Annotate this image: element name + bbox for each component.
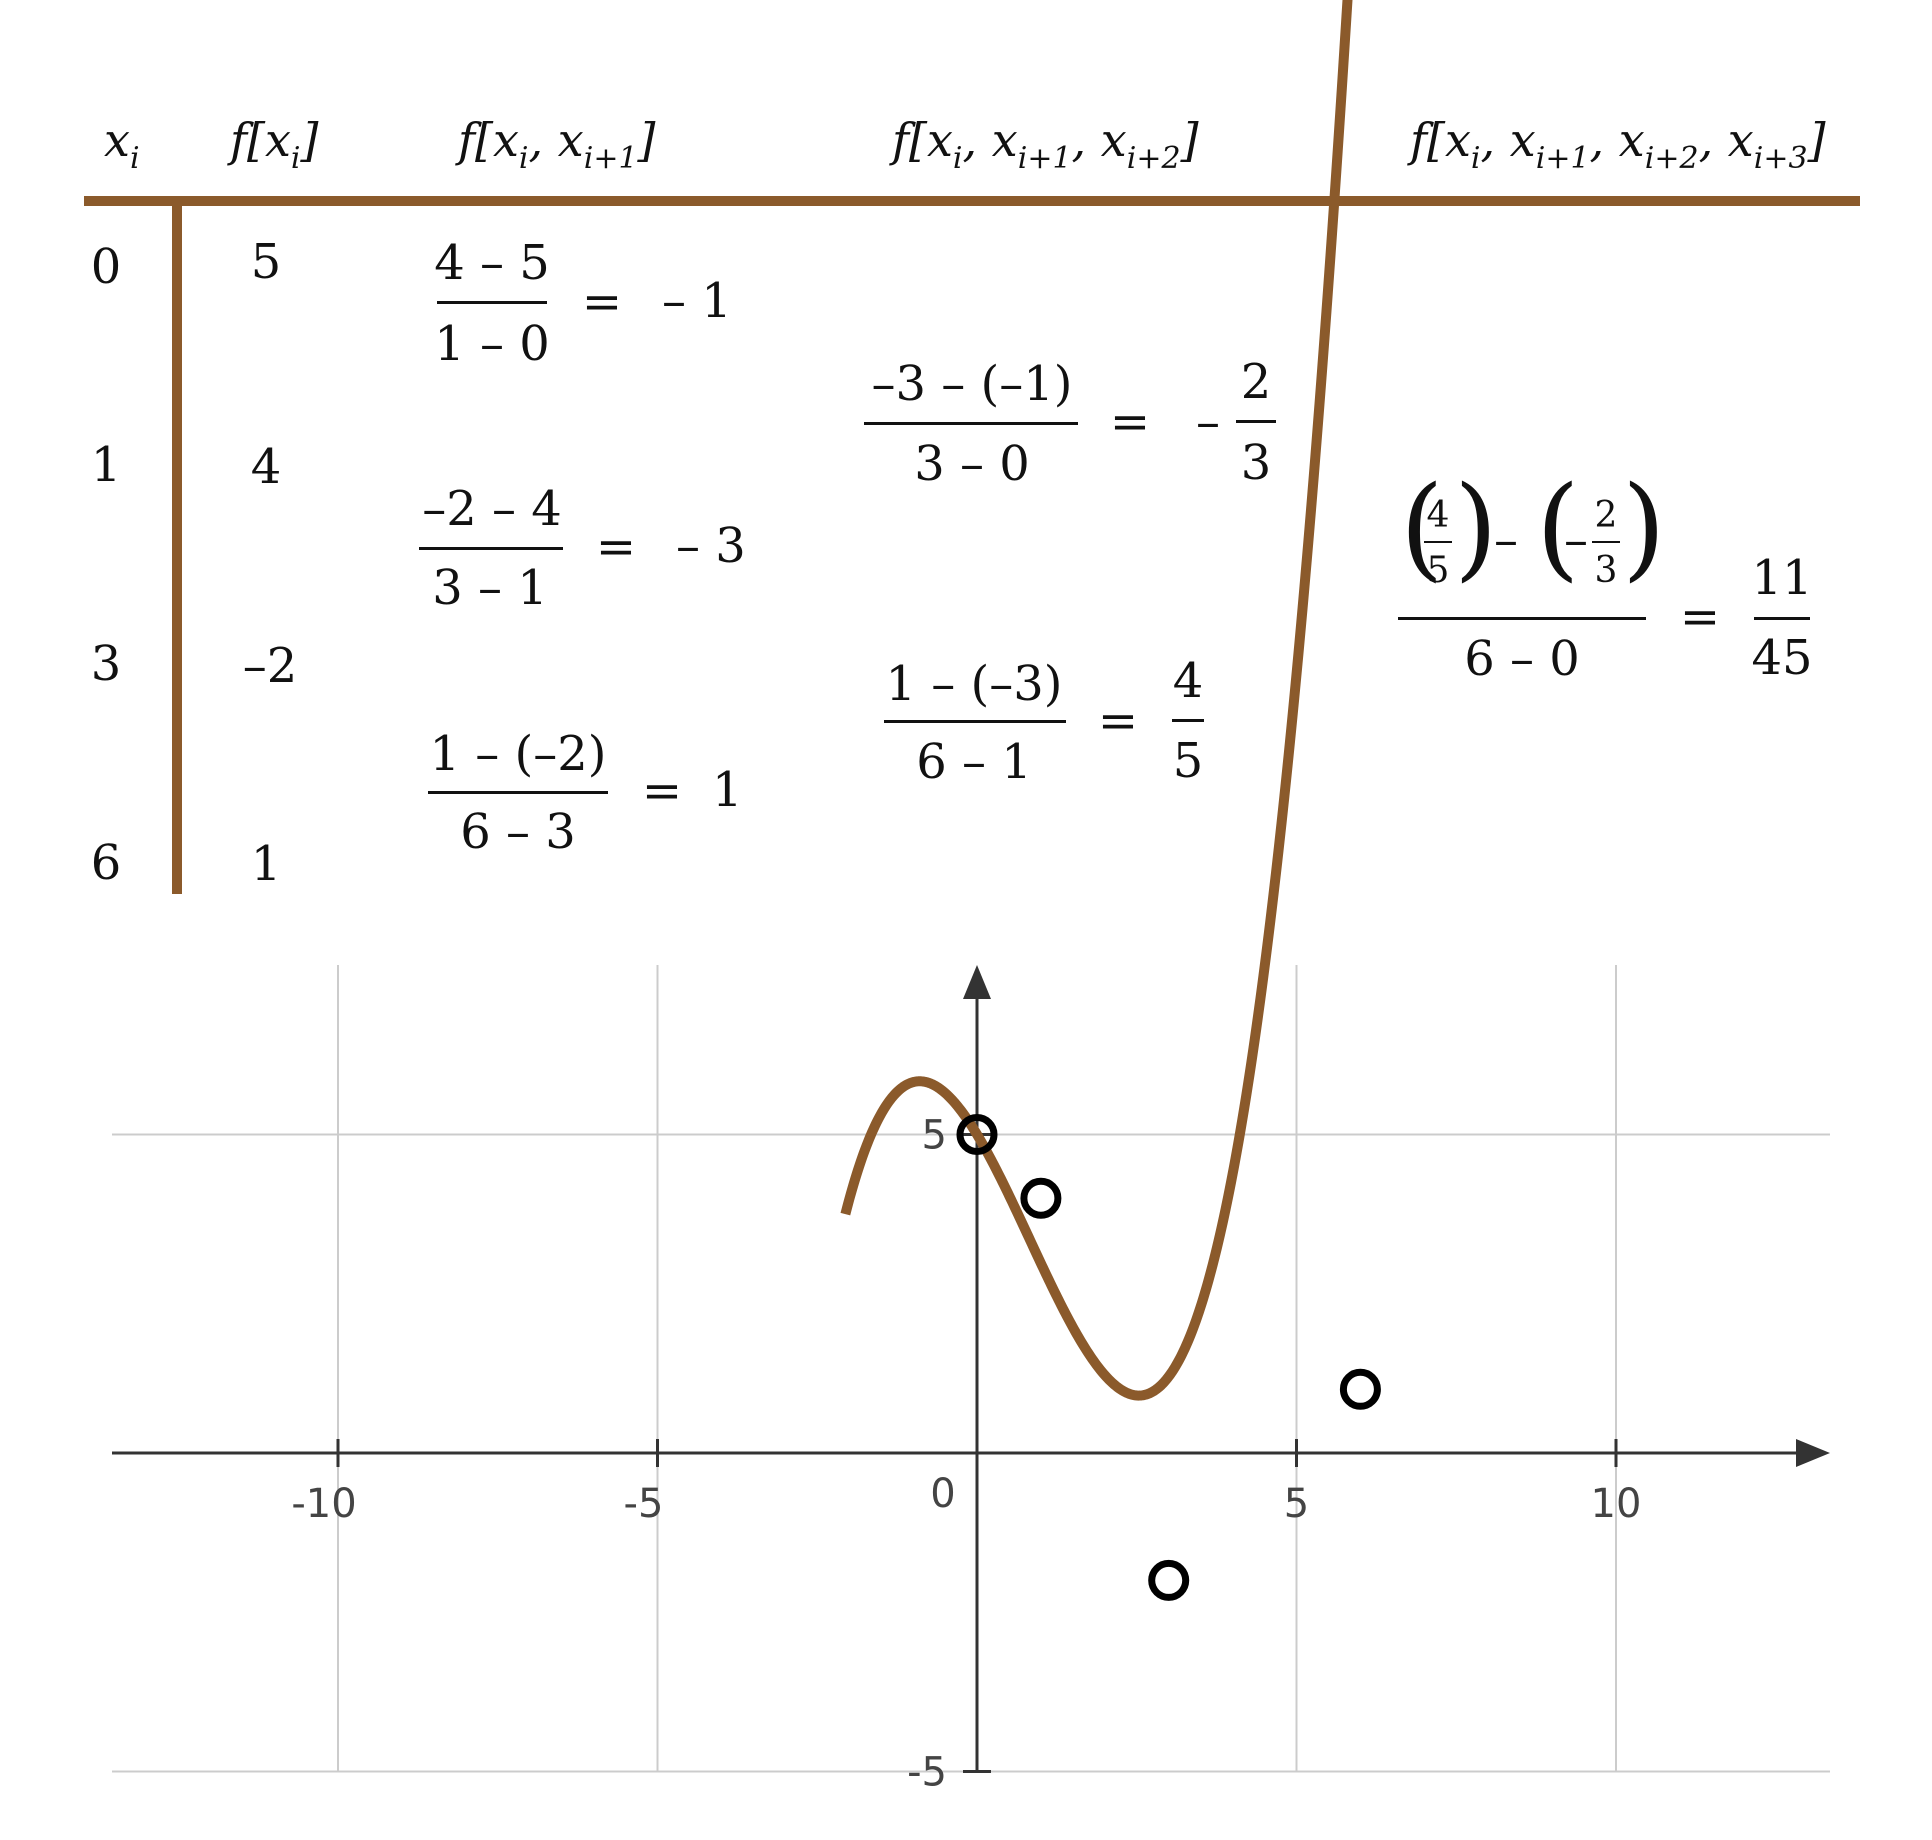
third-difference: ( 4 5 ) – ( – 2 3 ) 6 – 0 = 11 45 (1398, 463, 1813, 687)
fraction-denominator: 3 – 1 (432, 560, 548, 616)
y-axis-arrow (963, 965, 991, 999)
result-denominator: 5 (1173, 733, 1204, 789)
header-second-difference: f[xi, xi+1, xi+2] (889, 113, 1199, 176)
y-tick-label: 5 (922, 1113, 947, 1159)
second-difference-0: –3 – (–1) 3 – 0 = – 2 3 (864, 354, 1276, 492)
difference-result: – 3 (676, 518, 746, 574)
fraction-denominator: 3 – 0 (914, 436, 1030, 492)
x-tick-label: 0 (930, 1471, 955, 1517)
x-value: 3 (91, 636, 122, 692)
first-difference-1: –2 – 4 3 – 1 = – 3 (419, 481, 746, 616)
f-value: 1 (251, 836, 282, 892)
header-xi: xi (104, 113, 140, 176)
fraction-numerator: 1 – (–2) (429, 726, 606, 782)
fraction-denominator: 1 – 0 (434, 316, 550, 372)
x-value: 6 (91, 835, 122, 891)
equals-sign: = (596, 519, 636, 575)
chart-ticks: -10 -5 0 5 10 5 -5 (291, 1113, 1641, 1796)
fraction-bar (428, 791, 608, 794)
fraction-denominator: 6 – 3 (460, 804, 576, 860)
x-value: 1 (91, 437, 122, 493)
fraction-bar (437, 301, 547, 304)
result-denominator: 3 (1241, 435, 1272, 491)
inner-numerator: 4 (1427, 495, 1450, 536)
fraction-bar (884, 720, 1066, 723)
chart-grid (112, 965, 1830, 1773)
f-value: 5 (251, 234, 282, 290)
result-numerator: 2 (1241, 354, 1272, 410)
result-fraction-bar (1172, 719, 1204, 722)
left-paren: ( (1536, 463, 1580, 593)
data-points (956, 1114, 1381, 1601)
right-paren: ) (1622, 463, 1666, 593)
x-values-column: 0 1 3 6 (91, 239, 122, 891)
result-denominator: 45 (1751, 630, 1812, 686)
right-paren: ) (1454, 463, 1498, 593)
inner-denominator: 5 (1427, 550, 1450, 591)
fraction-numerator: 1 – (–3) (885, 656, 1062, 712)
result-sign: – (1196, 394, 1220, 450)
difference-result: – 1 (662, 273, 732, 329)
data-point-marker (1020, 1177, 1062, 1219)
f-values-column: 5 4 –2 1 (243, 234, 298, 892)
result-fraction-bar (1236, 420, 1276, 423)
x-value: 0 (91, 239, 122, 295)
equals-sign: = (582, 274, 622, 330)
fraction-bar (1398, 617, 1646, 620)
fraction-bar (864, 422, 1078, 425)
x-tick-label: 5 (1284, 1481, 1309, 1527)
equals-sign: = (642, 763, 682, 819)
header-third-difference: f[xi, xi+1, xi+2, xi+3] (1407, 113, 1826, 176)
fraction-bar (419, 547, 563, 550)
inner-fraction-bar (1592, 541, 1620, 543)
fraction-numerator: –2 – 4 (422, 481, 562, 537)
header-f-xi: f[xi] (227, 113, 319, 176)
equals-sign: = (1680, 589, 1720, 645)
result-numerator: 4 (1173, 653, 1204, 709)
inner-sign: – (1564, 512, 1588, 568)
f-value: –2 (243, 638, 298, 694)
interpolating-polynomial-curve (840, 0, 1353, 1401)
first-difference-0: 4 – 5 1 – 0 = – 1 (434, 235, 732, 372)
fraction-numerator: 4 – 5 (434, 235, 550, 291)
x-tick-label: -5 (624, 1481, 664, 1527)
table-header: xi f[xi] f[xi, xi+1] f[xi, xi+1, xi+2] f… (104, 113, 1826, 176)
chart-axes (112, 965, 1830, 1772)
result-fraction-bar (1754, 617, 1810, 620)
header-first-difference: f[xi, xi+1] (455, 113, 656, 176)
difference-result: 1 (712, 762, 743, 818)
equals-sign: = (1110, 394, 1150, 450)
x-tick-label: 10 (1591, 1481, 1642, 1527)
column-rule (172, 204, 182, 894)
data-point-marker (1339, 1368, 1381, 1410)
inner-fraction-bar (1424, 541, 1452, 543)
x-tick-label: -10 (291, 1481, 356, 1527)
first-difference-2: 1 – (–2) 6 – 3 = 1 (428, 726, 743, 860)
fraction-numerator: –3 – (–1) (871, 356, 1072, 412)
result-numerator: 11 (1751, 550, 1812, 606)
data-point-marker (956, 1114, 998, 1155)
inner-numerator: 2 (1595, 495, 1618, 536)
inner-denominator: 3 (1595, 550, 1618, 591)
minus-sign: – (1494, 512, 1518, 568)
divided-difference-table: xi f[xi] f[xi, xi+1] f[xi, xi+1, xi+2] f… (84, 113, 1860, 894)
data-point-marker (1148, 1559, 1190, 1601)
left-paren: ( (1400, 463, 1444, 593)
equals-sign: = (1098, 693, 1138, 749)
x-axis-arrow (1796, 1439, 1830, 1467)
y-tick-label: -5 (907, 1750, 947, 1796)
header-rule (84, 196, 1860, 206)
second-difference-1: 1 – (–3) 6 – 1 = 4 5 (884, 653, 1204, 790)
polynomial-chart: -10 -5 0 5 10 5 -5 (112, 0, 1830, 1796)
fraction-denominator: 6 – 1 (916, 734, 1032, 790)
fraction-denominator: 6 – 0 (1464, 631, 1580, 687)
f-value: 4 (251, 439, 282, 495)
